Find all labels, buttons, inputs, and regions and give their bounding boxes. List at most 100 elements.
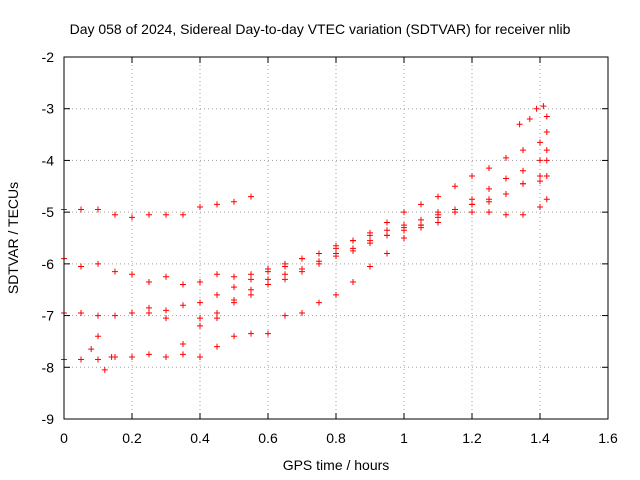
- data-point: [214, 309, 220, 316]
- data-point: [520, 167, 526, 174]
- y-tick-labels: -2 -3 -4 -5 -6 -7 -8 -9: [42, 49, 55, 427]
- data-point: [537, 139, 543, 146]
- data-point: [333, 242, 339, 249]
- data-point: [214, 291, 220, 298]
- data-point: [78, 309, 84, 316]
- data-point: [469, 209, 475, 216]
- data-point: [163, 307, 169, 314]
- data-point: [543, 147, 550, 154]
- x-tick-label: 0: [60, 430, 68, 446]
- y-tick-label: -6: [42, 256, 55, 272]
- data-point: [146, 278, 152, 285]
- data-point: [543, 128, 550, 135]
- data-point: [112, 268, 118, 275]
- data-point: [214, 201, 220, 208]
- data-point: [214, 343, 220, 350]
- data-point: [180, 341, 186, 348]
- series-6: [180, 172, 550, 348]
- data-point: [367, 232, 373, 239]
- data-point: [333, 291, 339, 298]
- x-axis-label: GPS time / hours: [283, 457, 390, 473]
- data-point: [452, 206, 458, 213]
- x-tick-label: 0.4: [190, 430, 210, 446]
- series-7: [88, 103, 550, 373]
- data-point: [435, 209, 441, 216]
- data-point: [350, 278, 356, 285]
- data-point: [503, 175, 509, 182]
- data-point: [384, 250, 390, 257]
- data-point: [435, 193, 441, 200]
- data-point: [265, 268, 271, 275]
- data-point: [384, 227, 390, 234]
- data-point: [469, 172, 475, 179]
- data-point: [265, 281, 271, 288]
- data-point: [163, 273, 169, 280]
- data-point: [88, 346, 95, 353]
- data-point: [180, 211, 186, 218]
- data-point: [163, 315, 169, 322]
- data-point: [384, 219, 390, 226]
- data-point: [231, 273, 237, 280]
- data-point: [282, 276, 288, 283]
- data-point: [95, 356, 101, 363]
- data-point: [214, 315, 220, 322]
- data-point: [180, 351, 186, 358]
- series-3: [61, 196, 550, 319]
- data-point: [197, 353, 203, 360]
- data-point: [197, 299, 203, 306]
- data-point: [469, 196, 475, 203]
- data-point: [543, 157, 550, 164]
- data-point: [316, 258, 322, 265]
- data-point: [231, 198, 237, 205]
- grid-lines: [64, 57, 608, 419]
- data-point: [526, 116, 533, 123]
- y-axis-label: SDTVAR / TECUs: [5, 182, 21, 294]
- data-point: [248, 193, 254, 200]
- data-point: [520, 180, 526, 187]
- data-point: [78, 206, 84, 213]
- plot-frame: [63, 56, 609, 420]
- y-tick-label: -9: [42, 411, 55, 427]
- data-point: [543, 113, 550, 120]
- data-point: [401, 227, 407, 234]
- data-point: [95, 312, 101, 319]
- data-point: [129, 271, 135, 278]
- data-point: [418, 201, 424, 208]
- data-point: [486, 209, 492, 216]
- x-tick-label: 1: [400, 430, 408, 446]
- data-point: [384, 232, 390, 239]
- data-point: [367, 237, 373, 244]
- data-point: [129, 353, 135, 360]
- data-point: [540, 103, 547, 110]
- x-tick-label: 1.6: [598, 430, 618, 446]
- data-point: [452, 183, 458, 190]
- data-point: [537, 157, 543, 164]
- data-points: [61, 103, 550, 373]
- data-point: [299, 255, 305, 262]
- y-tick-label: -8: [42, 359, 55, 375]
- data-point: [350, 237, 356, 244]
- x-tick-label: 0.6: [258, 430, 278, 446]
- data-point: [146, 351, 152, 358]
- data-point: [248, 276, 254, 283]
- data-point: [282, 263, 288, 270]
- data-point: [112, 211, 118, 218]
- data-point: [282, 271, 288, 278]
- data-point: [401, 235, 407, 241]
- data-point: [163, 211, 169, 218]
- data-point: [486, 198, 492, 205]
- data-point: [367, 263, 373, 270]
- data-point: [503, 154, 509, 161]
- data-point: [146, 211, 152, 218]
- y-tick-label: -3: [42, 101, 55, 117]
- data-point: [435, 214, 441, 221]
- data-point: [197, 322, 203, 329]
- data-point: [401, 209, 407, 216]
- data-point: [503, 191, 509, 198]
- x-tick-label: 0.2: [122, 430, 142, 446]
- data-point: [95, 333, 101, 340]
- data-point: [197, 203, 203, 210]
- data-point: [503, 211, 509, 218]
- data-point: [78, 356, 84, 363]
